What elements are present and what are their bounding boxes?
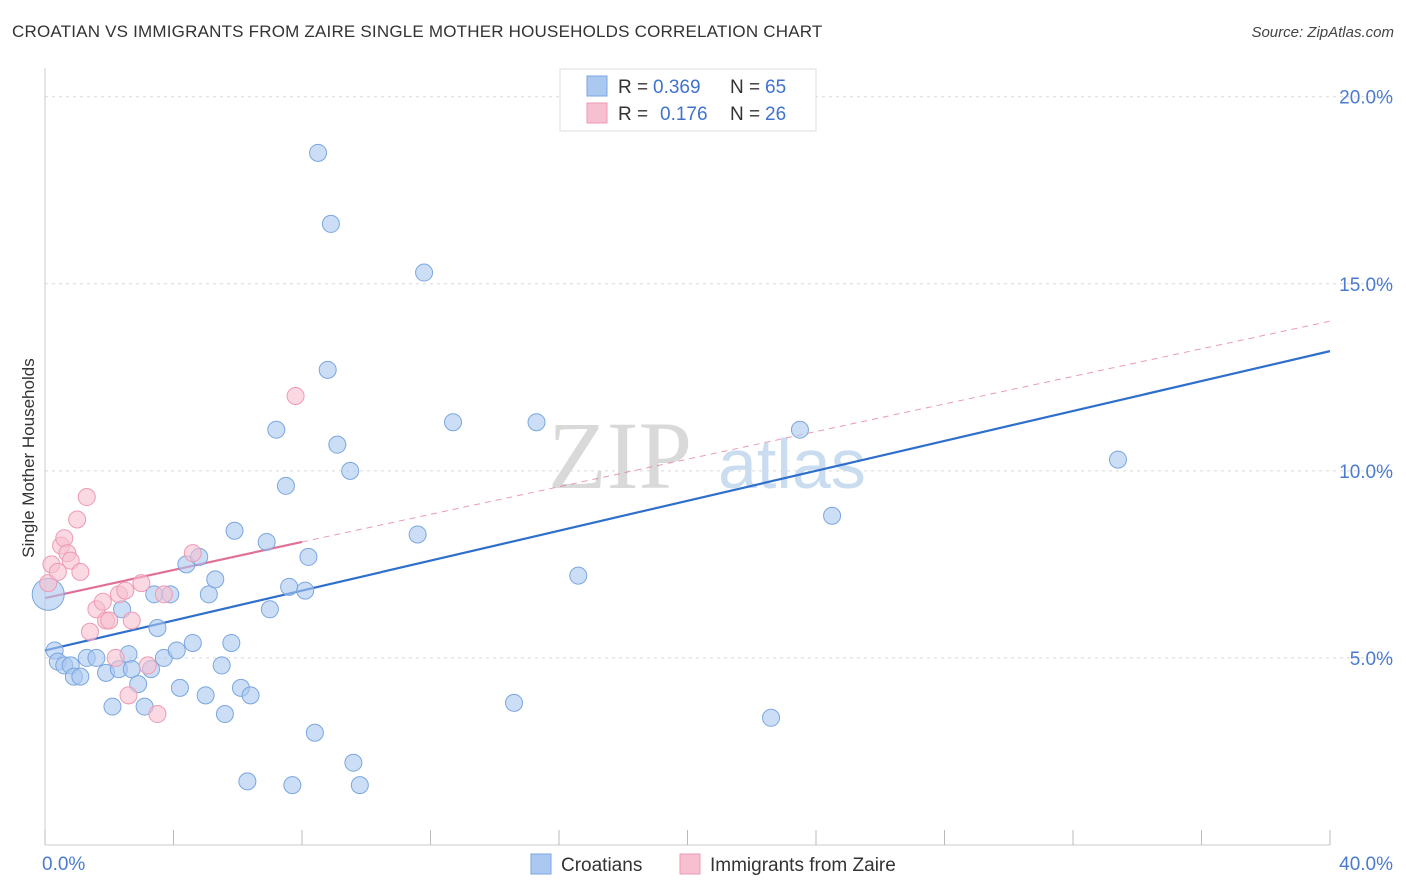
point-croatians (283, 776, 302, 795)
point-croatians (408, 525, 427, 544)
point-croatians (328, 435, 347, 454)
point-zaire (116, 581, 135, 600)
point-croatians (170, 678, 189, 697)
y-tick-label: 20.0% (1339, 88, 1393, 109)
legend-n-value-1: 65 (765, 77, 786, 98)
point-croatians (267, 420, 286, 439)
y-tick-label: 15.0% (1339, 275, 1393, 296)
point-croatians (318, 360, 337, 379)
point-zaire (106, 648, 125, 667)
point-zaire (93, 592, 112, 611)
point-zaire (55, 529, 74, 548)
point-croatians (260, 600, 279, 619)
point-croatians (762, 708, 781, 727)
legend-r-value-2: 0.176 (660, 104, 708, 125)
y-tick-label: 10.0% (1339, 462, 1393, 483)
point-zaire (77, 488, 96, 507)
point-croatians (215, 705, 234, 724)
point-zaire (286, 387, 305, 406)
x-tick-labels: 0.0% 40.0% (42, 854, 1393, 875)
point-croatians (196, 686, 215, 705)
point-croatians (443, 413, 462, 432)
point-croatians (222, 633, 241, 652)
legend-r-label-1: R = (618, 77, 648, 98)
watermark-zip: ZIP (548, 402, 692, 509)
point-croatians (305, 723, 324, 742)
point-zaire (119, 686, 138, 705)
point-croatians (415, 263, 434, 282)
point-croatians (321, 214, 340, 233)
x-tick-label: 40.0% (1339, 854, 1393, 875)
point-croatians (103, 697, 122, 716)
point-zaire (132, 574, 151, 593)
point-croatians (296, 581, 315, 600)
point-zaire (80, 622, 99, 641)
point-croatians (344, 753, 363, 772)
legend-r-label-2: R = (618, 104, 648, 125)
point-croatians (148, 618, 167, 637)
trend-lines (44, 320, 1331, 652)
bottom-legend-swatch-zaire (679, 853, 701, 875)
watermark: ZIP atlas (548, 402, 866, 509)
point-zaire (122, 611, 141, 630)
point-croatians (341, 461, 360, 480)
legend-n-label-2: N = (730, 104, 760, 125)
legend-r-value-1: 0.369 (653, 77, 701, 98)
point-croatians (1108, 450, 1127, 469)
point-zaire (154, 585, 173, 604)
point-croatians (87, 648, 106, 667)
data-points (31, 143, 1127, 795)
point-croatians (257, 532, 276, 551)
source-label: Source: ZipAtlas.com (1251, 24, 1394, 41)
top-legend: R = 0.369 N = 65 R = 0.176 N = 26 (559, 68, 817, 132)
point-zaire (48, 562, 67, 581)
point-zaire (68, 510, 87, 529)
point-croatians (122, 660, 141, 679)
point-zaire (71, 562, 90, 581)
point-croatians (350, 776, 369, 795)
point-zaire (183, 544, 202, 563)
point-croatians (212, 656, 231, 675)
trend-line-1 (44, 540, 303, 600)
trend-line-0 (44, 350, 1331, 652)
bottom-legend-label-zaire: Immigrants from Zaire (710, 855, 896, 876)
bottom-legend: Croatians Immigrants from Zaire (530, 853, 896, 876)
point-croatians (167, 641, 186, 660)
point-croatians (309, 143, 328, 162)
point-zaire (100, 611, 119, 630)
point-croatians (790, 420, 809, 439)
point-croatians (823, 506, 842, 525)
point-croatians (276, 476, 295, 495)
y-tick-label: 5.0% (1350, 649, 1393, 670)
y-tick-labels: 5.0% 10.0% 15.0% 20.0% (1339, 88, 1393, 670)
point-croatians (225, 521, 244, 540)
bottom-legend-swatch-croatians (530, 853, 552, 875)
x-tick-label: 0.0% (42, 854, 85, 875)
point-croatians (183, 633, 202, 652)
point-zaire (148, 705, 167, 724)
point-croatians (280, 577, 299, 596)
gridlines (45, 96, 1395, 659)
legend-n-label-1: N = (730, 77, 760, 98)
point-croatians (505, 693, 524, 712)
point-croatians (569, 566, 588, 585)
point-croatians (241, 686, 260, 705)
point-croatians (199, 585, 218, 604)
bottom-legend-label-croatians: Croatians (561, 855, 642, 876)
legend-swatch-croatians (586, 75, 608, 97)
y-axis-title: Single Mother Households (19, 358, 38, 557)
point-zaire (138, 656, 157, 675)
point-croatians (299, 547, 318, 566)
chart-title: CROATIAN VS IMMIGRANTS FROM ZAIRE SINGLE… (12, 22, 823, 41)
point-croatians (71, 667, 90, 686)
axes (44, 68, 1331, 846)
point-croatians (206, 570, 225, 589)
point-croatians (238, 772, 257, 791)
point-croatians (527, 413, 546, 432)
legend-swatch-zaire (586, 102, 608, 124)
legend-n-value-2: 26 (765, 104, 786, 125)
